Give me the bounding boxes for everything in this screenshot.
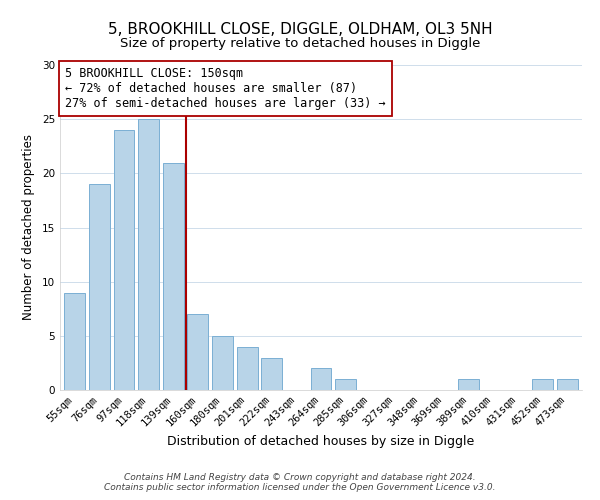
Text: 5, BROOKHILL CLOSE, DIGGLE, OLDHAM, OL3 5NH: 5, BROOKHILL CLOSE, DIGGLE, OLDHAM, OL3 … [107, 22, 493, 38]
Bar [187, 314, 208, 390]
Bar [212, 336, 233, 390]
Bar [335, 379, 356, 390]
Bar [261, 358, 282, 390]
Bar [458, 379, 479, 390]
Text: Contains HM Land Registry data © Crown copyright and database right 2024.
Contai: Contains HM Land Registry data © Crown c… [104, 473, 496, 492]
Bar [64, 292, 85, 390]
X-axis label: Distribution of detached houses by size in Diggle: Distribution of detached houses by size … [167, 436, 475, 448]
Bar [89, 184, 110, 390]
Bar [138, 119, 159, 390]
Bar [163, 162, 184, 390]
Text: Size of property relative to detached houses in Diggle: Size of property relative to detached ho… [120, 38, 480, 51]
Bar [236, 346, 257, 390]
Bar [113, 130, 134, 390]
Bar [557, 379, 578, 390]
Y-axis label: Number of detached properties: Number of detached properties [22, 134, 35, 320]
Text: 5 BROOKHILL CLOSE: 150sqm
← 72% of detached houses are smaller (87)
27% of semi-: 5 BROOKHILL CLOSE: 150sqm ← 72% of detac… [65, 66, 386, 110]
Bar [532, 379, 553, 390]
Bar [311, 368, 331, 390]
